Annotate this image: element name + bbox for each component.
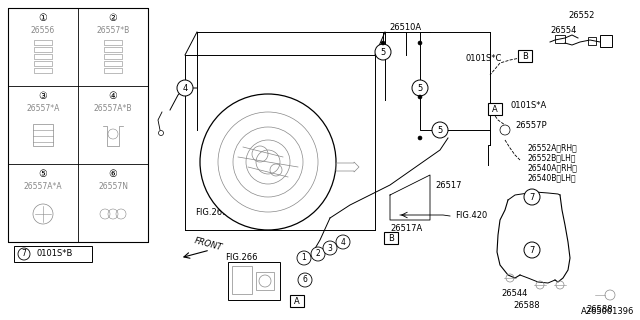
Text: A265001396: A265001396 [580,307,634,316]
Circle shape [18,248,30,260]
Text: 7: 7 [529,193,534,202]
Bar [104,68,122,73]
Circle shape [418,41,422,45]
Bar [256,272,274,290]
Bar [228,262,280,300]
Text: FIG.261: FIG.261 [195,207,227,217]
Bar [33,124,53,146]
Text: 26557*A: 26557*A [26,103,60,113]
Circle shape [323,241,337,255]
Circle shape [336,235,350,249]
Text: ⑤: ⑤ [38,169,47,179]
Text: 26517: 26517 [435,180,461,189]
Text: 26557P: 26557P [515,121,547,130]
Text: 26557*B: 26557*B [97,26,130,35]
Bar [8,8,148,242]
Text: ②: ② [109,13,117,23]
Text: ①: ① [38,13,47,23]
Bar [34,54,52,59]
Bar [104,61,122,66]
Circle shape [297,251,311,265]
Text: 26557N: 26557N [98,181,128,190]
Text: 26540A〈RH〉: 26540A〈RH〉 [527,164,577,172]
Text: 26556: 26556 [31,26,55,35]
Bar [488,103,502,115]
Text: FRONT: FRONT [193,236,223,252]
Circle shape [311,247,325,261]
Circle shape [381,41,385,45]
Text: A: A [294,297,300,306]
Text: 0101S*A: 0101S*A [510,100,547,109]
Bar [588,37,596,45]
Text: 5: 5 [380,47,386,57]
Text: B: B [522,52,528,60]
Circle shape [298,273,312,287]
Text: 6: 6 [303,276,307,284]
Circle shape [432,122,448,138]
Text: 26540B〈LH〉: 26540B〈LH〉 [527,173,575,182]
Text: ③: ③ [38,91,47,101]
Text: 2: 2 [316,250,321,259]
Text: 1: 1 [301,253,307,262]
Text: 26552A〈RH〉: 26552A〈RH〉 [527,143,577,153]
Bar [232,266,252,294]
Text: 26552: 26552 [568,11,595,20]
Text: ⑥: ⑥ [109,169,117,179]
Circle shape [418,136,422,140]
Circle shape [524,189,540,205]
Bar [518,50,532,62]
Text: 4: 4 [340,237,346,246]
Bar [34,47,52,52]
Bar [104,40,122,45]
Text: 0101S*C: 0101S*C [465,53,501,62]
Text: 5: 5 [437,125,443,134]
Bar [34,40,52,45]
Text: 0101S*B: 0101S*B [36,250,72,259]
Text: 7: 7 [22,250,26,259]
Text: FIG.420: FIG.420 [455,211,487,220]
Circle shape [524,242,540,258]
Bar [104,47,122,52]
Text: 7: 7 [529,245,534,254]
Text: 26557A*B: 26557A*B [93,103,132,113]
Text: 26510A: 26510A [389,22,421,31]
Text: B: B [388,234,394,243]
Text: 26517A: 26517A [390,223,422,233]
Text: 26552B〈LH〉: 26552B〈LH〉 [527,154,575,163]
Bar [34,68,52,73]
Circle shape [177,80,193,96]
Text: 4: 4 [182,84,188,92]
Text: 26588: 26588 [587,306,613,315]
Text: 5: 5 [417,84,422,92]
Text: 26544: 26544 [502,289,528,298]
Bar [290,295,304,307]
Text: 3: 3 [328,244,332,252]
Bar [600,35,612,47]
Text: 26588: 26588 [514,300,540,309]
Circle shape [418,95,422,99]
Circle shape [200,94,336,230]
Circle shape [375,44,391,60]
Text: FIG.266: FIG.266 [225,252,257,261]
Circle shape [412,80,428,96]
Bar [34,61,52,66]
Text: ④: ④ [109,91,117,101]
Text: A: A [492,105,498,114]
Text: 26554: 26554 [550,26,577,35]
Bar [555,35,565,43]
Bar [104,54,122,59]
Bar [384,232,398,244]
Text: 26557A*A: 26557A*A [24,181,62,190]
Bar [14,246,92,262]
